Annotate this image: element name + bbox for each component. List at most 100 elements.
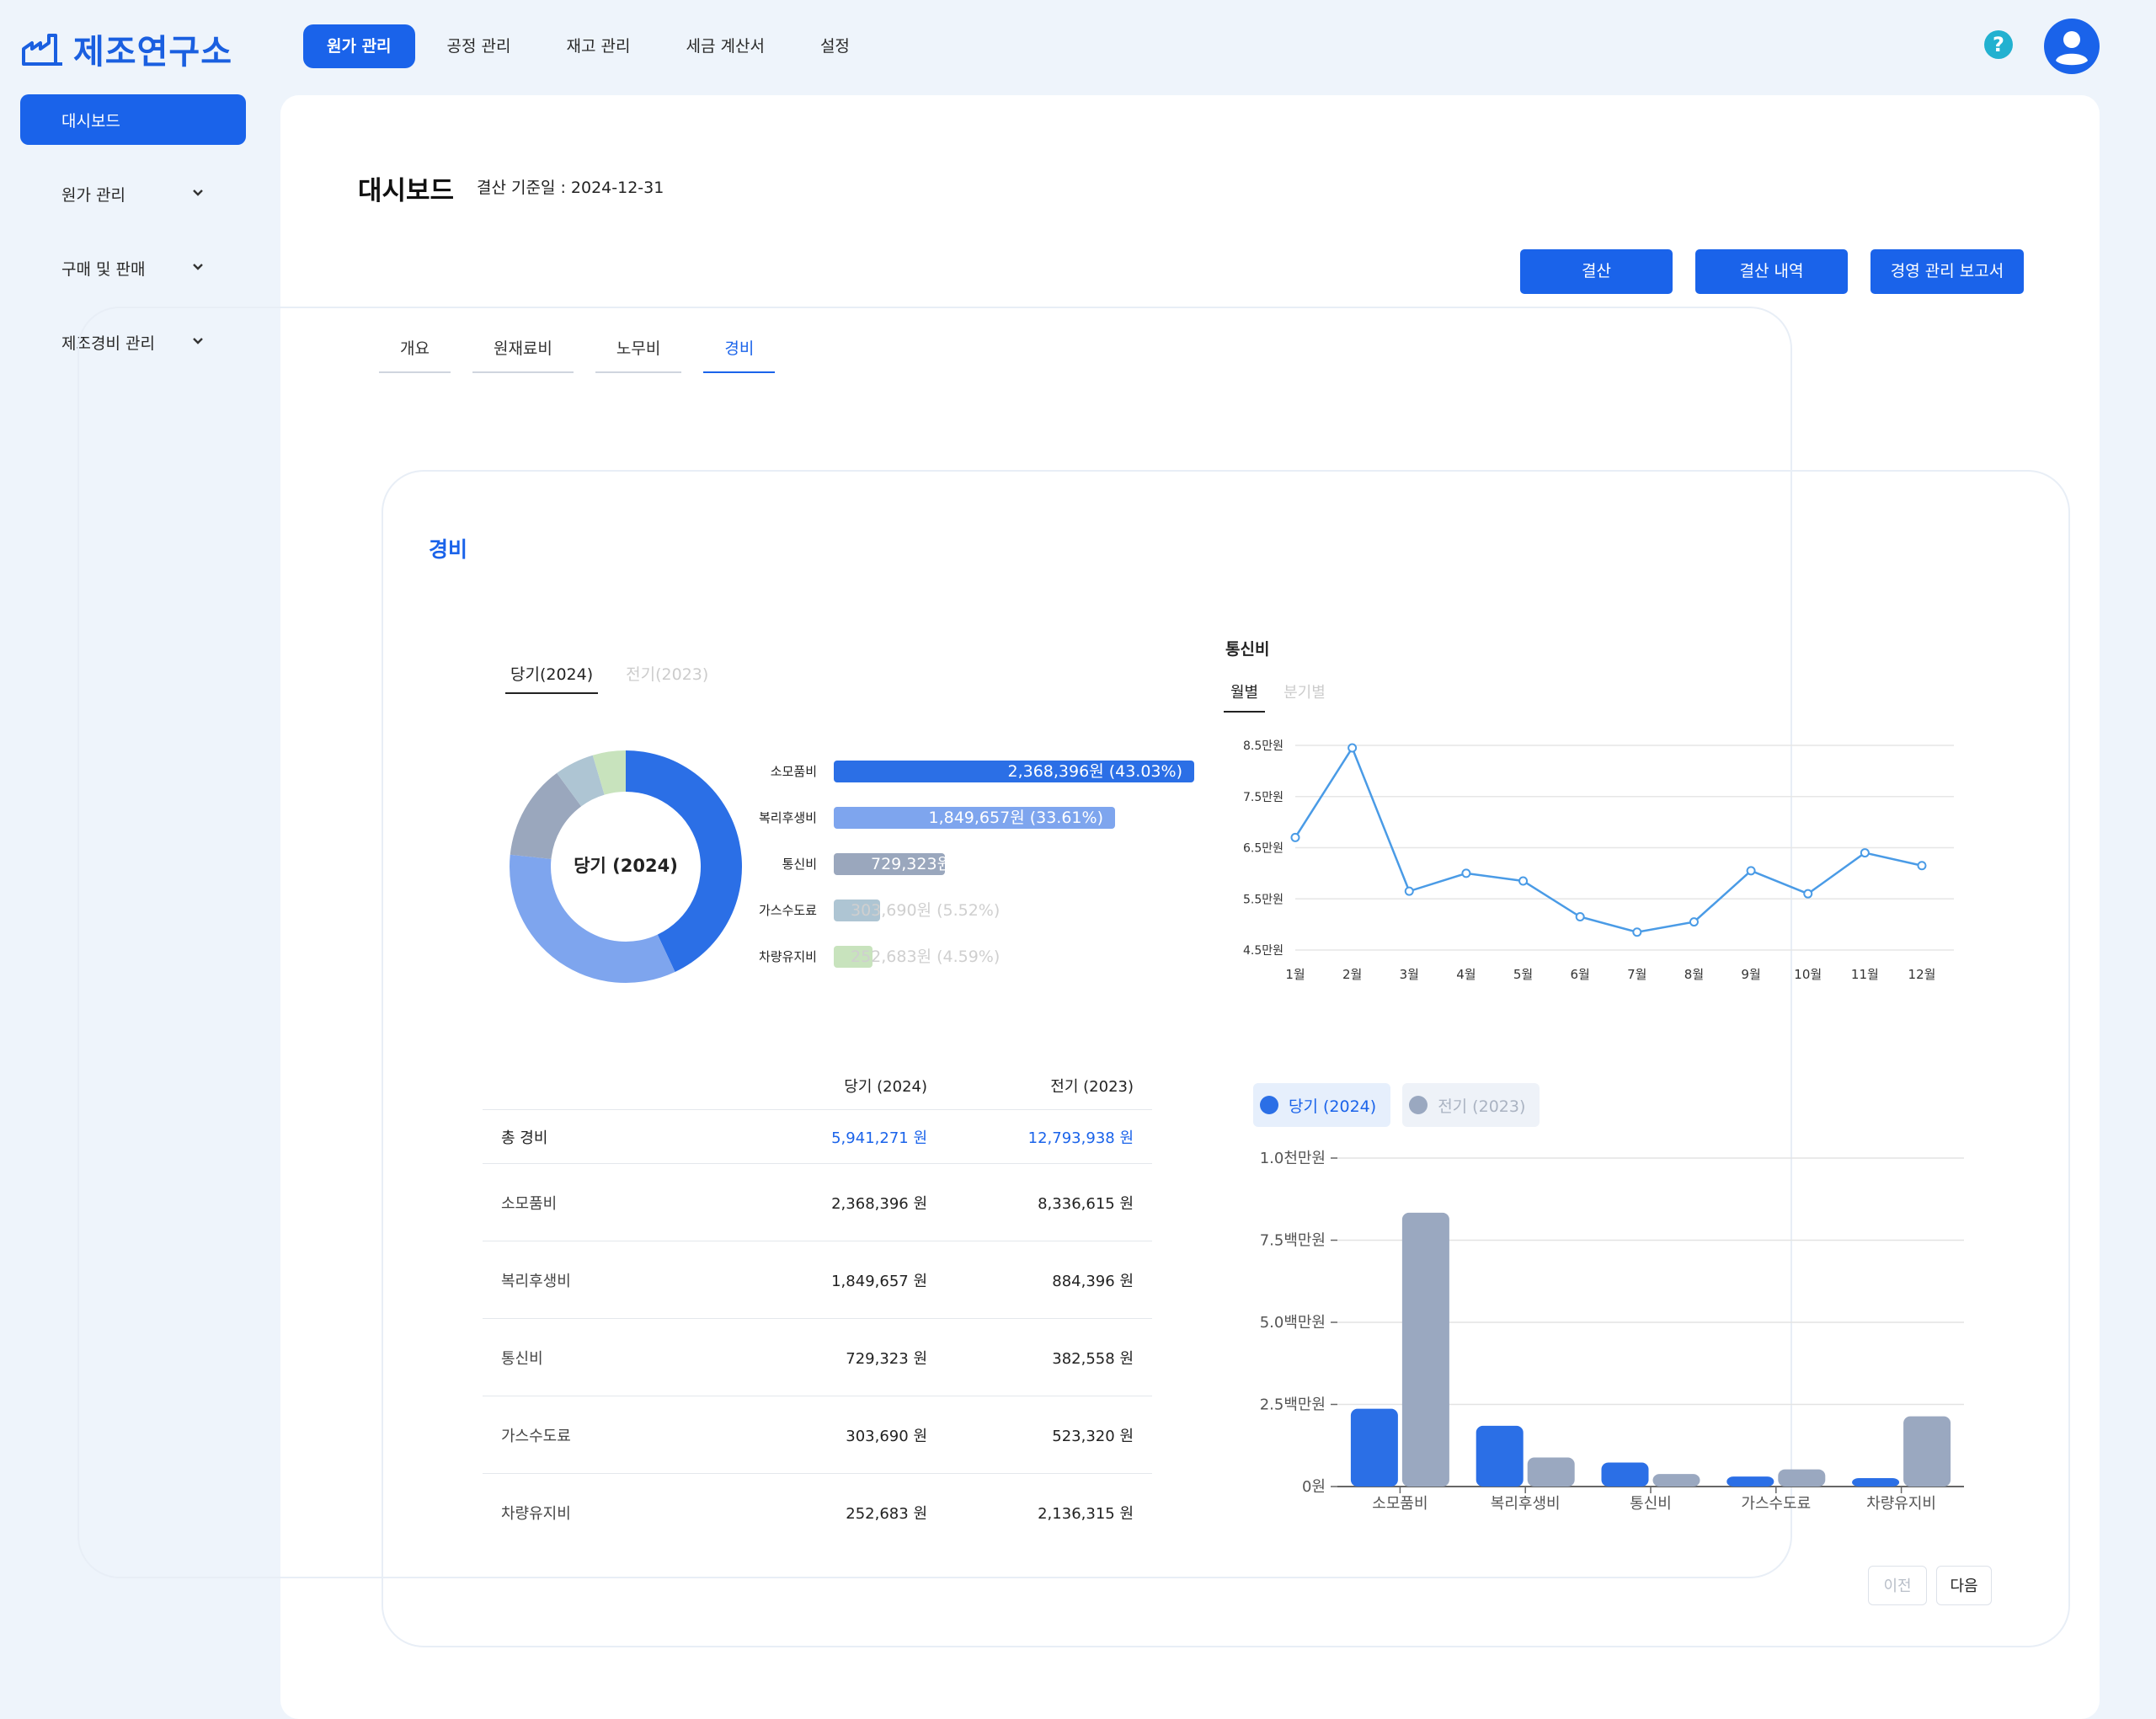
breakdown-bar[interactable] bbox=[834, 945, 873, 968]
expense-card bbox=[382, 470, 2070, 1647]
data-point[interactable] bbox=[1518, 876, 1529, 886]
data-point[interactable] bbox=[1917, 861, 1927, 871]
donut-slice-2[interactable] bbox=[510, 854, 675, 983]
series-line bbox=[1294, 745, 1923, 934]
donut-slice-4[interactable] bbox=[557, 755, 605, 807]
breakdown-bar[interactable] bbox=[834, 760, 1194, 782]
donut-slice-3[interactable] bbox=[510, 772, 582, 859]
bar-previous[interactable] bbox=[1652, 1474, 1700, 1487]
breakdown-row: 복리후생비 1,849,657원 (33.61%) bbox=[750, 794, 1255, 841]
bar-previous[interactable] bbox=[1527, 1457, 1575, 1487]
help-icon[interactable]: ? bbox=[1984, 30, 2013, 59]
x-tick-label: 가스수도료 bbox=[1741, 1495, 1811, 1513]
legend-previous[interactable]: 전기 (2023) bbox=[1402, 1083, 1540, 1127]
data-point[interactable] bbox=[1803, 889, 1813, 899]
cell-current: 252,683 원 bbox=[846, 1505, 927, 1523]
x-tick-label: 9월 bbox=[1741, 967, 1760, 982]
cell-previous: 8,336,615 원 bbox=[1038, 1194, 1134, 1213]
breakdown-value: 303,690원 (5.52%) bbox=[851, 900, 1001, 920]
donut-slice-1[interactable] bbox=[626, 750, 742, 972]
tab-previous-period[interactable]: 전기(2023) bbox=[626, 665, 709, 684]
content-card bbox=[77, 307, 1792, 1578]
top-navigation: 원가 관리 공정 관리 재고 관리 세금 계산서 설정 bbox=[303, 24, 873, 68]
sidebar-item-cost-management[interactable]: 원가 관리 bbox=[20, 168, 246, 219]
settle-button[interactable]: 결산 bbox=[1520, 249, 1673, 294]
y-tick-label: 5.0백만원 bbox=[1260, 1314, 1326, 1332]
donut-slice-5[interactable] bbox=[592, 750, 626, 795]
bar-previous[interactable] bbox=[1778, 1469, 1826, 1487]
tab-expenses[interactable]: 경비 bbox=[703, 336, 776, 373]
nav-cost-management[interactable]: 원가 관리 bbox=[303, 24, 415, 68]
breakdown-value: 252,683원 (4.59%) bbox=[851, 947, 1001, 966]
brand-logo[interactable]: 제조연구소 bbox=[21, 25, 232, 72]
prev-page-button[interactable]: 이전 bbox=[1868, 1566, 1927, 1605]
data-point[interactable] bbox=[1404, 886, 1414, 896]
tab-overview[interactable]: 개요 bbox=[379, 336, 451, 373]
breakdown-value: 729,323원 (13.25%) bbox=[871, 854, 1031, 873]
bar-previous[interactable] bbox=[1903, 1416, 1951, 1487]
data-point[interactable] bbox=[1689, 917, 1699, 927]
bar-current[interactable] bbox=[1350, 1408, 1398, 1487]
chevron-down-icon bbox=[192, 335, 204, 349]
tab-raw-materials[interactable]: 원재료비 bbox=[472, 336, 574, 373]
next-page-button[interactable]: 다음 bbox=[1936, 1566, 1992, 1605]
x-tick-label: 6월 bbox=[1571, 967, 1590, 982]
user-avatar-icon[interactable] bbox=[2044, 19, 2100, 74]
tab-current-period[interactable]: 당기(2024) bbox=[505, 662, 599, 694]
data-point[interactable] bbox=[1575, 912, 1585, 922]
nav-tax-invoice[interactable]: 세금 계산서 bbox=[686, 37, 765, 56]
tab-labor[interactable]: 노무비 bbox=[595, 336, 682, 373]
header-cell: 당기 (2024) bbox=[844, 1077, 927, 1096]
cell-previous: 884,396 원 bbox=[1052, 1272, 1134, 1290]
cell-label: 통신비 bbox=[501, 1349, 543, 1368]
breakdown-row: 통신비 729,323원 (13.25%) bbox=[750, 841, 1255, 887]
breakdown-bar[interactable] bbox=[834, 852, 945, 875]
sidebar-item-label: 구매 및 판매 bbox=[61, 259, 146, 279]
breakdown-label: 통신비 bbox=[782, 857, 817, 872]
management-report-button[interactable]: 경영 관리 보고서 bbox=[1870, 249, 2024, 294]
bar-current[interactable] bbox=[1726, 1476, 1774, 1487]
sidebar-item-dashboard[interactable]: 대시보드 bbox=[20, 94, 246, 145]
header-cell: 전기 (2023) bbox=[1050, 1077, 1134, 1096]
table-row-total: 총 경비 5,941,271 원 12,793,938 원 bbox=[483, 1110, 1152, 1164]
legend-current[interactable]: 당기 (2024) bbox=[1253, 1083, 1391, 1127]
table-row: 복리후생비 1,849,657 원 884,396 원 bbox=[483, 1241, 1152, 1319]
data-point[interactable] bbox=[1290, 832, 1300, 842]
dashboard-tabs: 개요 원재료비 노무비 경비 bbox=[379, 336, 776, 373]
sidebar-item-purchase-sales[interactable]: 구매 및 판매 bbox=[20, 243, 246, 293]
y-tick-label: 6.5만원 bbox=[1243, 842, 1283, 856]
table-row: 가스수도료 303,690 원 523,320 원 bbox=[483, 1396, 1152, 1474]
breakdown-bar[interactable] bbox=[834, 899, 880, 921]
data-point[interactable] bbox=[1348, 743, 1358, 753]
x-tick-label: 8월 bbox=[1684, 967, 1704, 982]
bar-previous[interactable] bbox=[1401, 1212, 1449, 1487]
data-point[interactable] bbox=[1632, 927, 1642, 937]
nav-inventory-management[interactable]: 재고 관리 bbox=[566, 37, 631, 56]
nav-settings[interactable]: 설정 bbox=[819, 37, 850, 56]
nav-process-management[interactable]: 공정 관리 bbox=[446, 37, 511, 56]
bar-current[interactable] bbox=[1601, 1462, 1649, 1487]
bar-current[interactable] bbox=[1852, 1478, 1900, 1487]
line-chart-tabs: 월별 분기별 bbox=[1224, 681, 1332, 713]
expense-table: 당기 (2024) 전기 (2023) 총 경비 5,941,271 원 12,… bbox=[483, 1061, 1152, 1551]
expense-breakdown-bars: 소모품비 2,368,396원 (43.03%) 복리후생비 1,849,657원 (… bbox=[750, 748, 1255, 980]
tab-quarterly[interactable]: 분기별 bbox=[1283, 684, 1326, 702]
breakdown-track: 252,683원 (4.59%) bbox=[834, 945, 1204, 968]
data-point[interactable] bbox=[1746, 866, 1756, 876]
y-tick-label: 5.5만원 bbox=[1243, 893, 1283, 906]
breakdown-value: 2,368,396원 (43.03%) bbox=[1007, 761, 1183, 781]
bar-chart-legend: 당기 (2024) 전기 (2023) bbox=[1253, 1083, 1540, 1127]
tab-monthly[interactable]: 월별 bbox=[1224, 681, 1266, 713]
period-tabs: 당기(2024) 전기(2023) bbox=[505, 662, 713, 694]
bar-current[interactable] bbox=[1476, 1425, 1524, 1487]
breakdown-row: 차량유지비 252,683원 (4.59%) bbox=[750, 933, 1255, 980]
cell-label: 소모품비 bbox=[501, 1194, 558, 1213]
cell-label: 총 경비 bbox=[501, 1129, 548, 1147]
data-point[interactable] bbox=[1860, 848, 1870, 858]
cell-previous: 382,558 원 bbox=[1052, 1349, 1134, 1368]
breakdown-bar[interactable] bbox=[834, 806, 1115, 829]
settlement-history-button[interactable]: 결산 내역 bbox=[1695, 249, 1848, 294]
legend-dot-icon bbox=[1260, 1096, 1278, 1114]
data-point[interactable] bbox=[1461, 868, 1471, 878]
